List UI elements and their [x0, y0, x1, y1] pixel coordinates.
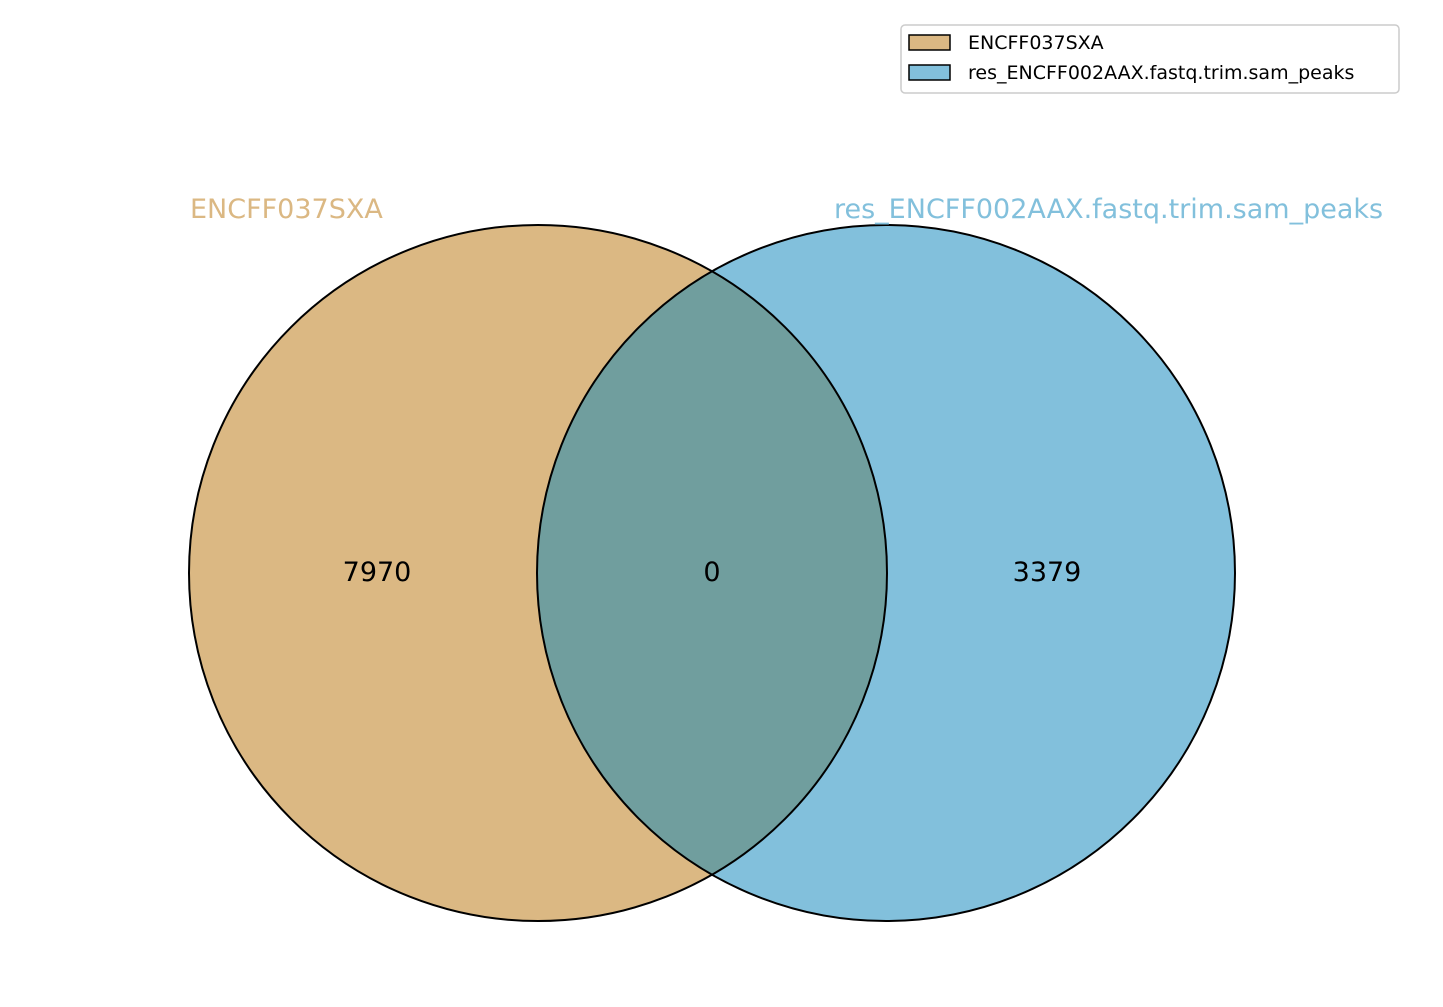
count-only-b: 3379 [1013, 557, 1082, 588]
legend-swatch-b [908, 64, 951, 81]
legend-frame [900, 24, 1400, 94]
legend-label-b: res_ENCFF002AAX.fastq.trim.sam_peaks [968, 62, 1354, 84]
count-only-a: 7970 [343, 557, 412, 588]
legend: ENCFF037SXA res_ENCFF002AAX.fastq.trim.s… [900, 24, 1400, 94]
legend-swatch-a [908, 34, 951, 51]
legend-label-a: ENCFF037SXA [968, 32, 1104, 54]
set-b-label: res_ENCFF002AAX.fastq.trim.sam_peaks [834, 194, 1383, 225]
set-b-outline [536, 224, 1236, 922]
set-a-label: ENCFF037SXA [190, 194, 383, 225]
set-a-outline [188, 224, 888, 922]
count-both: 0 [703, 557, 720, 588]
